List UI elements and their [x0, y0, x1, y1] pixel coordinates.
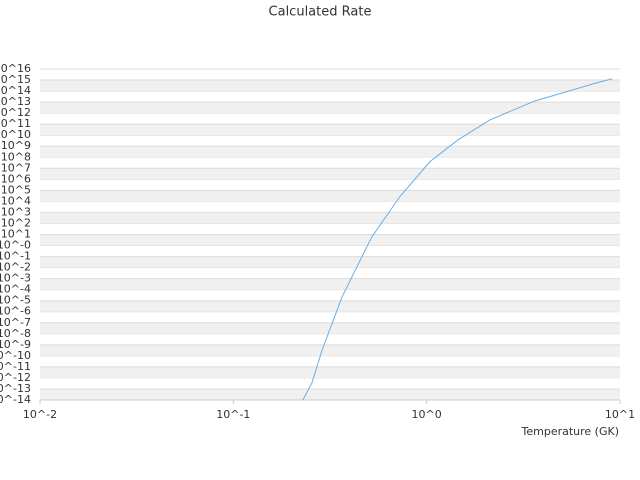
- y-tick-label: 10^-9: [0, 338, 31, 351]
- grid-band: [40, 366, 620, 378]
- y-tick-label: 10^-2: [0, 261, 31, 274]
- y-tick-label: 10^-0: [0, 239, 31, 252]
- grid-band: [40, 102, 620, 114]
- y-tick-label: 10^-6: [0, 305, 31, 318]
- y-tick-label: 10^4: [1, 194, 31, 207]
- x-tick-label: 10^0: [412, 408, 442, 421]
- grid-band: [40, 124, 620, 136]
- y-tick-label: 10^2: [1, 216, 31, 229]
- y-tick-label: 10^-11: [0, 360, 31, 373]
- y-tick-label: 10^-8: [0, 327, 31, 340]
- grid-band: [40, 190, 620, 202]
- grid-band: [40, 388, 620, 400]
- y-tick-label: 10^-3: [0, 272, 31, 285]
- grid-band: [40, 212, 620, 224]
- grid-band: [40, 278, 620, 290]
- chart-title: Calculated Rate: [269, 5, 372, 20]
- y-tick-label: 10^11: [0, 117, 31, 130]
- y-tick-label: 10^-5: [0, 294, 31, 307]
- y-tick-label: 10^-4: [0, 283, 31, 296]
- y-tick-label: 10^8: [1, 150, 31, 163]
- y-tick-label: 10^-12: [0, 371, 31, 384]
- y-tick-label: 10^-7: [0, 316, 31, 329]
- y-tick-label: 10^1: [1, 228, 31, 241]
- y-tick-label: 10^13: [0, 95, 31, 108]
- y-tick-label: 10^15: [0, 73, 31, 86]
- grid-band: [40, 168, 620, 180]
- grid-band: [40, 256, 620, 268]
- line-series: [302, 78, 613, 400]
- y-tick-label: 10^-10: [0, 349, 31, 362]
- grid-band: [40, 80, 620, 92]
- x-tick-label: 10^-1: [216, 408, 250, 421]
- y-tick-label: 10^-13: [0, 382, 31, 395]
- y-tick-label: 10^-14: [0, 393, 31, 406]
- y-tick-label: 10^12: [0, 106, 31, 119]
- y-tick-label: 10^5: [1, 183, 31, 196]
- y-tick-label: 10^3: [1, 205, 31, 218]
- y-tick-label: 10^16: [0, 62, 31, 75]
- y-tick-label: 10^6: [1, 172, 31, 185]
- y-tick-label: 10^10: [0, 128, 31, 141]
- grid-band: [40, 146, 620, 158]
- y-tick-label: 10^14: [0, 84, 31, 97]
- y-tick-label: 10^7: [1, 161, 31, 174]
- y-tick-label: 10^-1: [0, 250, 31, 263]
- grid-band: [40, 300, 620, 312]
- x-tick-label: 10^1: [605, 408, 635, 421]
- y-tick-label: 10^9: [1, 139, 31, 152]
- x-axis-label: Temperature (GK): [521, 425, 620, 438]
- x-tick-label: 10^-2: [23, 408, 57, 421]
- grid-band: [40, 234, 620, 246]
- grid-band: [40, 344, 620, 356]
